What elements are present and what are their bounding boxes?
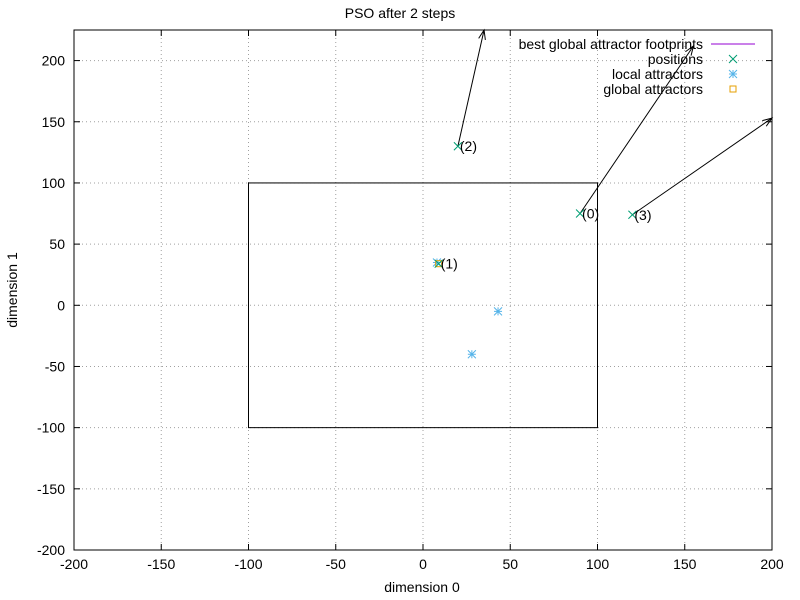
x-tick-label: 0 <box>419 556 427 572</box>
y-tick-label: -50 <box>45 358 65 374</box>
y-tick-label: -150 <box>37 481 65 497</box>
velocity-arrow <box>579 45 694 214</box>
search-bounds-rect <box>248 182 598 429</box>
position-point <box>575 209 585 218</box>
legend-label: best global attractor footprints <box>519 36 703 52</box>
y-tick-label: -100 <box>37 420 65 436</box>
y-tick-label: 0 <box>57 297 65 313</box>
legend-key-x <box>728 54 738 64</box>
x-tick-label: -200 <box>60 556 88 572</box>
particle-labels: (0) (1) (2) (3) <box>441 138 652 271</box>
position-point <box>453 141 463 151</box>
velocity-arrow <box>457 29 485 147</box>
particle-label: (1) <box>441 256 458 272</box>
y-tick-label: 100 <box>42 175 66 191</box>
x-axis-label: dimension 0 <box>384 579 460 595</box>
arrow-head <box>685 44 695 56</box>
particle-label: (3) <box>634 207 651 223</box>
position-point <box>628 210 637 220</box>
x-tick-label: 200 <box>760 556 784 572</box>
axis-ticks: -200 -150 -100 -50 0 50 100 150 200 -200 -150 -100 -… <box>37 30 784 572</box>
local-attractor-point <box>467 349 477 359</box>
legend-key-square <box>729 85 737 93</box>
velocity-arrows <box>457 28 774 216</box>
legend-key-star <box>728 69 738 79</box>
local-attractor-point <box>493 307 503 316</box>
y-tick-label: 50 <box>49 236 65 252</box>
bounds-box <box>248 182 598 429</box>
plot-frame <box>73 29 773 551</box>
legend-label: local attractors <box>612 66 703 82</box>
velocity-arrow <box>632 117 773 216</box>
x-tick-label: -100 <box>234 556 262 572</box>
legend-label: positions <box>648 51 703 67</box>
x-tick-label: 100 <box>586 556 610 572</box>
x-tick-label: -50 <box>326 556 346 572</box>
position-point <box>434 259 444 269</box>
markers <box>432 141 637 359</box>
legend: best global attractor footprintsposition… <box>519 36 755 97</box>
x-tick-label: 150 <box>673 556 697 572</box>
legend-label: global attractors <box>603 81 703 97</box>
chart-title: PSO after 2 steps <box>345 5 456 21</box>
grid <box>74 30 772 550</box>
y-tick-label: 200 <box>42 53 66 69</box>
y-axis-label: dimension 1 <box>4 252 20 328</box>
y-tick-label: -200 <box>37 542 65 558</box>
particle-label: (2) <box>460 138 477 154</box>
y-tick-label: 150 <box>42 114 66 130</box>
particle-label: (0) <box>582 206 599 222</box>
x-tick-label: -150 <box>147 556 175 572</box>
x-tick-label: 50 <box>502 556 518 572</box>
global-attractor-point <box>435 260 443 268</box>
